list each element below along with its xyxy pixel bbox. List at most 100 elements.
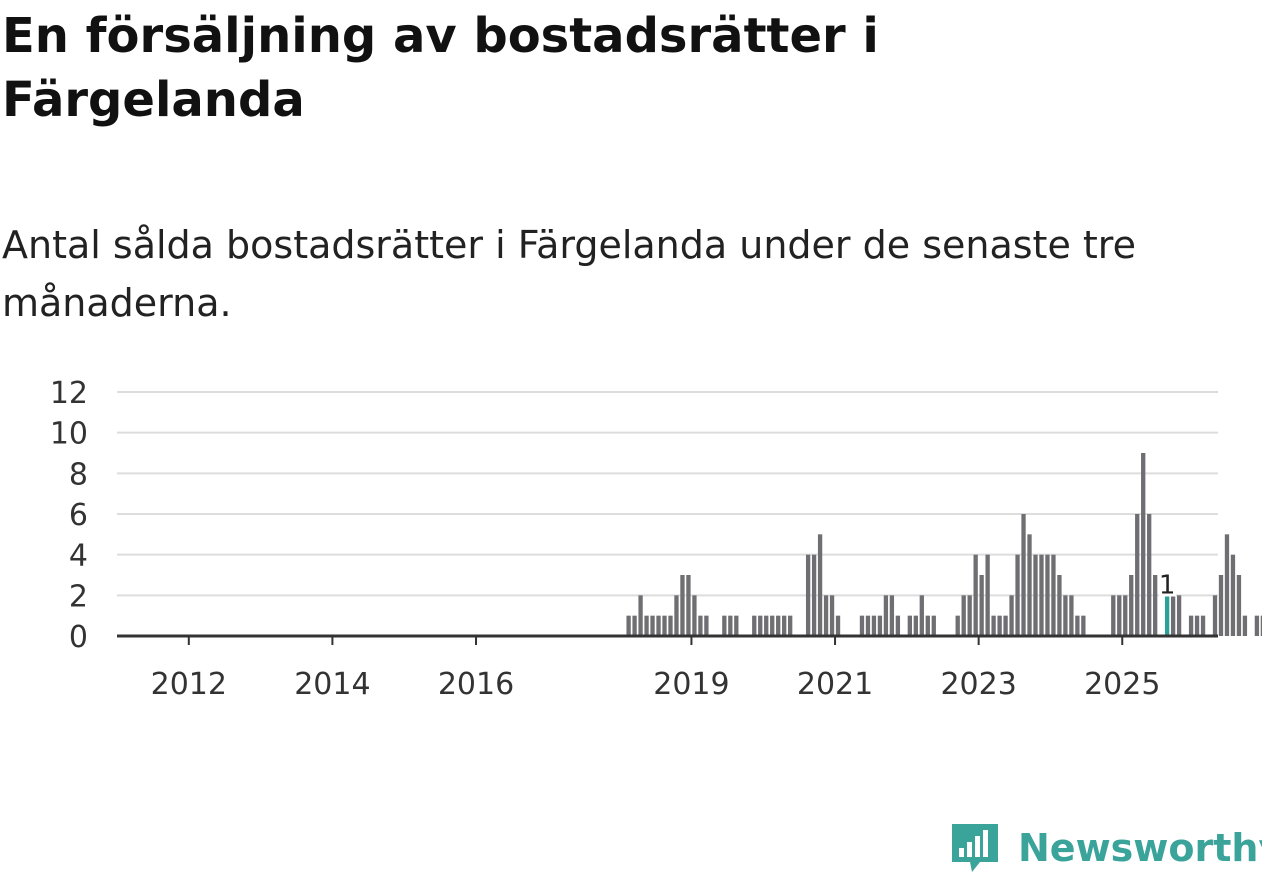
bar — [1224, 534, 1230, 636]
chart-title: En försäljning av bostadsrätter i Färgel… — [2, 8, 879, 128]
x-axis-ticks: 2012 2014 2016 2019 2021 2023 2025 — [151, 636, 1160, 702]
bar — [632, 615, 637, 636]
bar — [698, 615, 703, 636]
bar — [1242, 615, 1248, 636]
bar — [722, 615, 727, 636]
bar — [1176, 595, 1182, 636]
y-tick-label: 2 — [69, 579, 88, 614]
bar — [1063, 595, 1068, 636]
bar — [704, 615, 709, 636]
bar — [1218, 575, 1224, 636]
bar — [913, 615, 918, 636]
y-tick-label: 0 — [69, 620, 88, 655]
newsworthy-logo-icon — [952, 824, 998, 872]
bar — [1254, 615, 1260, 636]
highlight-value-label: 1 — [1159, 571, 1176, 601]
bar — [1009, 595, 1014, 636]
bar — [650, 615, 655, 636]
bar — [1200, 615, 1206, 636]
bar — [907, 615, 912, 636]
bar — [1051, 554, 1056, 636]
bar — [752, 615, 757, 636]
y-tick-label: 4 — [69, 539, 88, 574]
bar — [1170, 595, 1176, 636]
bar — [961, 595, 966, 636]
bar — [1039, 554, 1044, 636]
bar — [764, 615, 769, 636]
bar — [1129, 575, 1134, 636]
bar — [805, 554, 811, 636]
bar — [644, 615, 649, 636]
x-tick-label: 2014 — [294, 667, 370, 702]
bar — [1015, 554, 1020, 636]
bar — [919, 595, 924, 636]
bar — [674, 595, 679, 636]
bar — [1141, 453, 1146, 636]
bar — [1212, 595, 1218, 636]
bar — [1153, 575, 1158, 636]
bar — [889, 595, 895, 636]
bar — [1135, 514, 1140, 636]
bar — [1075, 615, 1080, 636]
chart-subtitle: Antal sålda bostadsrätter i Färgelanda u… — [2, 223, 1136, 325]
bar — [973, 554, 978, 636]
brand-name: Newsworthy — [1018, 826, 1262, 870]
bar — [991, 615, 996, 636]
data-labels: 1 — [1156, 568, 1179, 604]
bar — [931, 615, 936, 636]
bar — [1188, 615, 1194, 636]
y-tick-label: 6 — [69, 498, 88, 533]
bar — [638, 595, 643, 636]
bar — [883, 595, 889, 636]
bar — [668, 615, 673, 636]
bar — [1057, 575, 1062, 636]
bar — [1003, 615, 1008, 636]
bar — [626, 615, 631, 636]
bar — [1123, 595, 1128, 636]
x-tick-label: 2012 — [151, 667, 227, 702]
bar — [1021, 514, 1026, 636]
bar — [776, 615, 781, 636]
bar — [1194, 615, 1200, 636]
bar — [955, 615, 960, 636]
bar — [829, 595, 835, 636]
x-tick-label: 2019 — [653, 667, 729, 702]
bar — [871, 615, 877, 636]
bar — [1147, 514, 1152, 636]
bar — [1069, 595, 1074, 636]
y-tick-label: 12 — [50, 376, 88, 411]
bar — [985, 554, 990, 636]
bar — [811, 554, 817, 636]
bar — [1111, 595, 1116, 636]
bar — [997, 615, 1002, 636]
y-tick-label: 8 — [69, 457, 88, 492]
bar — [925, 615, 930, 636]
bar — [758, 615, 763, 636]
bar — [728, 615, 733, 636]
bar — [835, 615, 841, 636]
x-tick-label: 2016 — [438, 667, 514, 702]
y-tick-label: 10 — [50, 417, 88, 452]
bar — [1033, 554, 1038, 636]
bar — [734, 615, 739, 636]
bar — [859, 615, 865, 636]
bar — [1230, 554, 1236, 636]
bar — [823, 595, 829, 636]
bar — [895, 615, 901, 636]
bar-chart: 0 2 4 6 8 10 12 2012 2014 2016 2019 2021 2023 2025 1 — [50, 376, 1262, 702]
bar — [662, 615, 667, 636]
x-tick-label: 2025 — [1084, 667, 1160, 702]
bar — [1081, 615, 1086, 636]
newsworthy-logo: Newsworthy — [950, 818, 1262, 878]
bar-highlight — [1164, 595, 1170, 636]
bar — [967, 595, 972, 636]
bar — [680, 575, 685, 636]
y-axis-ticks: 0 2 4 6 8 10 12 — [50, 376, 88, 655]
bar — [979, 575, 984, 636]
bar — [817, 534, 823, 636]
bars — [626, 453, 1262, 636]
bar — [692, 595, 697, 636]
bar — [877, 615, 883, 636]
bar — [782, 615, 787, 636]
bar — [1117, 595, 1122, 636]
